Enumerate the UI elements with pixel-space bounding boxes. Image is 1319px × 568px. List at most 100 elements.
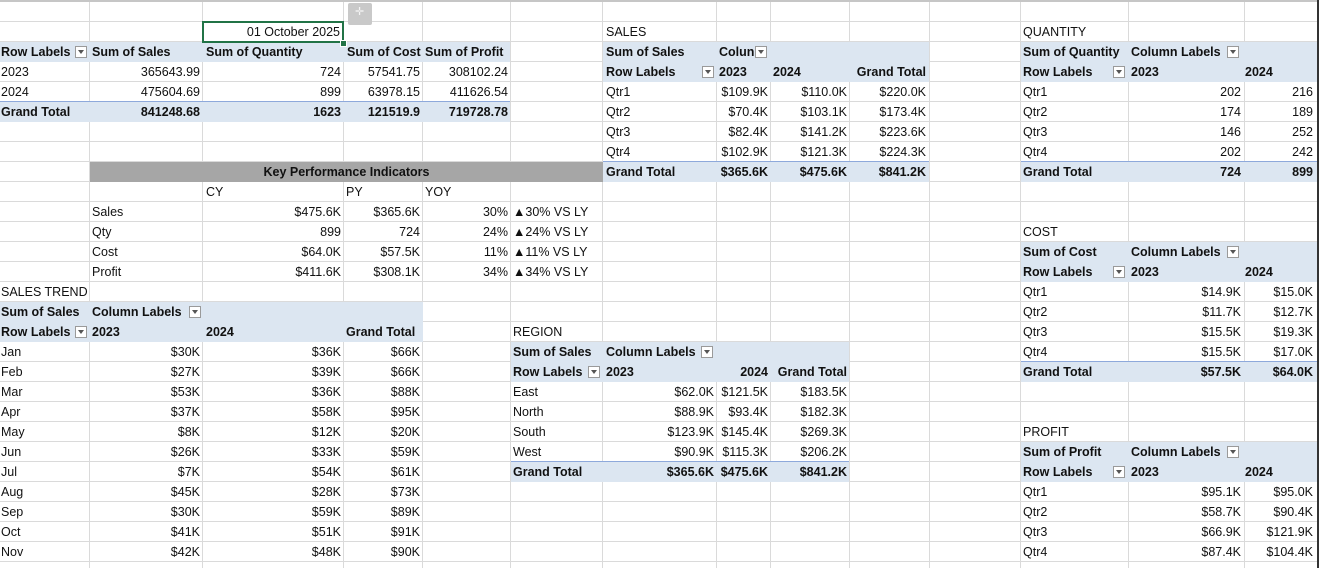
region-cell: $182.3K: [800, 405, 847, 419]
date-cell[interactable]: 01 October 2025: [246, 25, 340, 39]
cost-total-cell: $57.5K: [1200, 365, 1241, 379]
profit-header-bg: [1021, 442, 1317, 482]
region-total-cell: $841.2K: [799, 465, 847, 479]
profit-cell: $58.7K: [1201, 505, 1241, 519]
trend-cell: $91K: [390, 525, 420, 539]
profit-cell: $104.4K: [1266, 545, 1313, 559]
cost-cell: $15.0K: [1273, 285, 1313, 299]
cost-row-label: Qtr4: [1023, 345, 1048, 359]
cost-cell: $14.9K: [1201, 285, 1241, 299]
trend-title: SALES TREND: [1, 285, 88, 299]
kpi-cy: $475.6K: [294, 205, 341, 219]
summary-header-profit: Sum of Profit: [425, 45, 504, 59]
kpi-cy: 899: [320, 225, 341, 239]
profit-row-label: Qtr3: [1023, 525, 1048, 539]
kpi-cy: $411.6K: [295, 265, 341, 279]
sales-q-cell: $220.0K: [879, 85, 926, 99]
region-row-label: West: [513, 445, 542, 459]
trend-cell: $73K: [390, 485, 420, 499]
profit-row-label: Qtr2: [1023, 505, 1048, 519]
sales-q-total-cell: $475.6K: [799, 165, 847, 179]
kpi-col-yoy: YOY: [425, 185, 452, 199]
qty-cell: 174: [1220, 105, 1241, 119]
qty-measure: Sum of Quantity: [1023, 45, 1120, 59]
profit-col-filter-button[interactable]: [1227, 446, 1239, 458]
sales-q-grand-total: Grand Total: [856, 65, 926, 79]
sales-q-col-labels: Colun: [719, 45, 755, 59]
kpi-yoy: 34%: [482, 265, 508, 279]
region-year: 2023: [606, 365, 634, 379]
region-row-filter-button[interactable]: [588, 366, 600, 378]
profit-col-labels: Column Labels: [1131, 445, 1221, 459]
summary-total-cell: 1623: [313, 105, 341, 119]
region-cell: $88.9K: [674, 405, 714, 419]
summary-total-cell: 841248.68: [140, 105, 200, 119]
region-row-label: East: [513, 385, 539, 399]
profit-measure: Sum of Profit: [1023, 445, 1102, 459]
qty-row-filter-button[interactable]: [1113, 66, 1125, 78]
trend-col-filter-button[interactable]: [189, 306, 201, 318]
quick-analysis-icon[interactable]: [348, 3, 372, 25]
kpi-yoy: 24%: [482, 225, 508, 239]
qty-col-filter-button[interactable]: [1227, 46, 1239, 58]
trend-cell: $8K: [177, 425, 200, 439]
trend-month: Feb: [1, 365, 23, 379]
sales-q-total-bg: [603, 162, 929, 182]
sales-q-total-cell: $365.6K: [720, 165, 768, 179]
summary-row-label: 2024: [1, 85, 29, 99]
qty-col-labels: Column Labels: [1131, 45, 1221, 59]
region-col-labels: Column Labels: [606, 345, 696, 359]
row-labels-filter-button[interactable]: [75, 46, 87, 58]
summary-row-label: 2023: [1, 65, 29, 79]
region-cell: $93.4K: [728, 405, 768, 419]
kpi-row-label: Profit: [92, 265, 122, 279]
cost-row-label: Qtr3: [1023, 325, 1048, 339]
region-header-bg: [511, 342, 849, 382]
cost-row-filter-button[interactable]: [1113, 266, 1125, 278]
trend-col-labels: Column Labels: [92, 305, 182, 319]
kpi-row-label: Qty: [92, 225, 112, 239]
sales-q-cell: $121.3K: [800, 145, 847, 159]
summary-total-label: Grand Total: [1, 105, 71, 119]
selected-cell[interactable]: [202, 21, 344, 43]
profit-row-label: Qtr4: [1023, 545, 1048, 559]
qty-row-label: Qtr2: [1023, 105, 1048, 119]
profit-title: PROFIT: [1023, 425, 1069, 439]
sales-q-cell: $109.9K: [721, 85, 768, 99]
sales-q-row-label: Qtr3: [606, 125, 631, 139]
cost-col-filter-button[interactable]: [1227, 246, 1239, 258]
trend-cell: $59K: [311, 505, 341, 519]
region-year: 2024: [740, 365, 768, 379]
trend-row-filter-button[interactable]: [75, 326, 87, 338]
kpi-py: $57.5K: [380, 245, 420, 259]
trend-cell: $39K: [311, 365, 341, 379]
trend-cell: $7K: [177, 465, 200, 479]
trend-row-labels: Row Labels: [1, 325, 71, 339]
region-total-label: Grand Total: [513, 465, 583, 479]
fill-handle[interactable]: [340, 40, 347, 47]
trend-grand-total: Grand Total: [346, 325, 416, 339]
kpi-py: $308.1K: [373, 265, 420, 279]
trend-cell: $59K: [390, 445, 420, 459]
trend-month: Jul: [1, 465, 17, 479]
region-cell: $145.4K: [721, 425, 768, 439]
trend-cell: $95K: [390, 405, 420, 419]
qty-total-cell: 724: [1220, 165, 1241, 179]
profit-row-filter-button[interactable]: [1113, 466, 1125, 478]
kpi-vs-ly: ▲34% VS LY: [513, 265, 589, 279]
sales-q-col-filter-button[interactable]: [755, 46, 767, 58]
region-total-bg: [511, 462, 849, 482]
kpi-cy: $64.0K: [301, 245, 341, 259]
sales-q-cell: $103.1K: [800, 105, 847, 119]
region-measure: Sum of Sales: [513, 345, 592, 359]
cost-col-labels: Column Labels: [1131, 245, 1221, 259]
region-total-cell: $365.6K: [666, 465, 714, 479]
region-col-filter-button[interactable]: [701, 346, 713, 358]
kpi-vs-ly: ▲30% VS LY: [513, 205, 589, 219]
sales-q-row-labels: Row Labels: [606, 65, 676, 79]
qty-row-label: Qtr4: [1023, 145, 1048, 159]
sales-q-row-filter-button[interactable]: [702, 66, 714, 78]
sales-q-cell: $110.0K: [801, 85, 847, 99]
trend-cell: $48K: [311, 545, 341, 559]
profit-row-labels: Row Labels: [1023, 465, 1093, 479]
